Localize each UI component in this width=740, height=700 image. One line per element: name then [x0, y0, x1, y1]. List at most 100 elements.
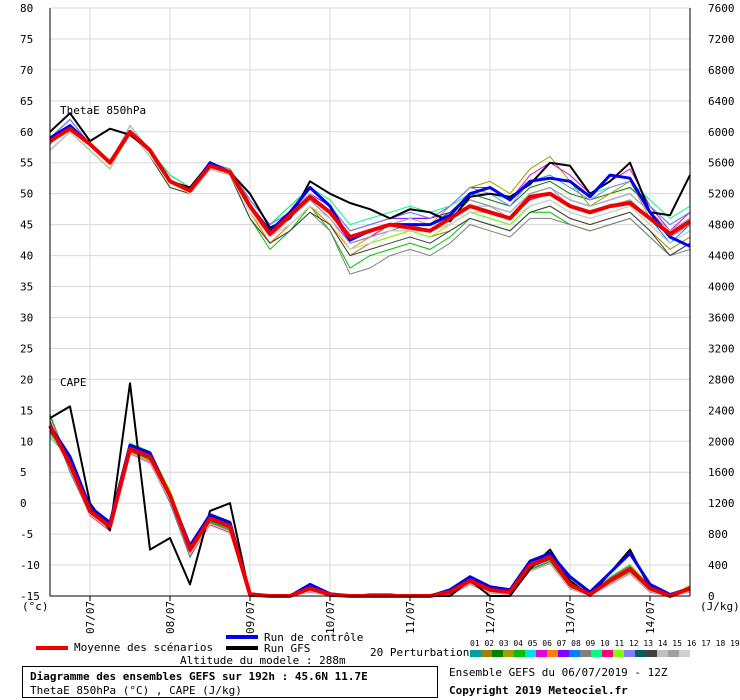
perturbation-swatch-12: [591, 650, 602, 657]
right-tick-label: 6400: [708, 95, 735, 108]
thetae-panel-label: ThetaE 850hPa: [60, 104, 146, 117]
ensemble-info: Ensemble GEFS du 06/07/2019 - 12Z: [449, 666, 668, 679]
x-tick-label: 07/07: [84, 601, 97, 634]
main-series-lines: [48, 112, 692, 598]
right-tick-label: 1200: [708, 497, 735, 510]
x-tick-label: 11/07: [404, 601, 417, 634]
plot-frame: [49, 8, 691, 597]
left-tick-label: 80: [20, 2, 33, 15]
left-tick-label: -10: [20, 559, 40, 572]
perturbation-numbers: 01 02 03 04 05 06 07 08 09 10 11 12 13 1…: [470, 639, 740, 648]
perturbation-swatch-16: [635, 650, 646, 657]
perturbation-line-18: [49, 417, 691, 597]
perturbation-swatch-10: [569, 650, 580, 657]
right-tick-label: 3600: [708, 311, 735, 324]
perturbation-line-20: [49, 130, 691, 250]
perturbation-line-19: [49, 124, 691, 244]
right-tick-label: 7200: [708, 33, 735, 46]
x-tick-label: 09/07: [244, 601, 257, 634]
perturbation-swatches: [470, 650, 690, 657]
perturbation-line-11: [49, 130, 691, 275]
perturbations-label: 20 Perturbations: [370, 646, 476, 659]
cape-panel-label: CAPE: [60, 376, 87, 389]
gfs-legend-label: Run GFS: [264, 642, 310, 655]
right-tick-label: 1600: [708, 466, 735, 479]
left-tick-label: 5: [20, 466, 27, 479]
x-tick-label: 12/07: [484, 601, 497, 634]
perturbation-line-8: [49, 419, 691, 597]
left-tick-label: 70: [20, 64, 33, 77]
right-tick-label: 5200: [708, 188, 735, 201]
mean-legend-label: Moyenne des scénarios: [74, 641, 213, 654]
perturbation-line-15: [49, 118, 691, 232]
perturbation-line-1: [49, 124, 691, 244]
right-tick-label: 400: [708, 559, 728, 572]
perturbation-swatch-2: [481, 650, 492, 657]
perturbation-line-6: [49, 124, 691, 238]
left-tick-label: 10: [20, 435, 33, 448]
right-tick-label: 2000: [708, 435, 735, 448]
right-tick-label: 2800: [708, 373, 735, 386]
perturbation-swatch-14: [613, 650, 624, 657]
left-tick-label: 75: [20, 33, 33, 46]
perturbation-line-4: [49, 124, 691, 238]
perturbation-swatch-20: [679, 650, 690, 657]
left-tick-label: 45: [20, 219, 33, 232]
left-tick-label: 55: [20, 157, 33, 170]
perturbation-swatch-11: [580, 650, 591, 657]
mean-line-thetae: [48, 126, 692, 239]
perturbation-swatch-17: [646, 650, 657, 657]
right-tick-label: 3200: [708, 342, 735, 355]
left-tick-label: 60: [20, 126, 33, 139]
control-line-thetae: [49, 124, 691, 248]
x-axis-date-ticks: 07/07 08/07 09/07 10/07 11/07 12/07 13/07 14/07: [84, 596, 657, 634]
perturbation-swatch-15: [624, 650, 635, 657]
perturbation-swatch-7: [536, 650, 547, 657]
perturbation-swatch-19: [668, 650, 679, 657]
left-axis-unit: (°c): [22, 600, 49, 613]
gfs-line-cape: [49, 382, 691, 597]
perturbation-line-3: [49, 118, 691, 232]
right-tick-label: 800: [708, 528, 728, 541]
perturbation-swatch-9: [558, 650, 569, 657]
perturbation-swatch-13: [602, 650, 613, 657]
left-tick-label: 50: [20, 188, 33, 201]
title-box: Diagramme des ensembles GEFS sur 192h : …: [22, 666, 438, 698]
x-tick-label: 08/07: [164, 601, 177, 634]
perturbation-swatch-5: [514, 650, 525, 657]
right-tick-label: 0: [708, 590, 715, 603]
right-tick-label: 6800: [708, 64, 735, 77]
right-tick-label: 4400: [708, 250, 735, 263]
left-tick-label: 40: [20, 250, 33, 263]
left-tick-label: -5: [20, 528, 33, 541]
left-tick-label: 65: [20, 95, 33, 108]
perturbation-line-10: [49, 124, 691, 244]
right-tick-label: 4800: [708, 219, 735, 232]
right-tick-label: 5600: [708, 157, 735, 170]
altitude-label: Altitude du modele : 288m: [180, 654, 346, 667]
perturbation-swatch-1: [470, 650, 481, 657]
right-tick-label: 4000: [708, 281, 735, 294]
perturbation-swatch-3: [492, 650, 503, 657]
left-tick-label: 20: [20, 373, 33, 386]
diagram-subtitle: ThetaE 850hPa (°C) , CAPE (J/kg): [30, 684, 242, 697]
right-tick-label: 7600: [708, 2, 735, 15]
perturbation-swatch-6: [525, 650, 536, 657]
left-tick-label: 15: [20, 404, 33, 417]
right-axis-ticks: 7600720068006400600056005200480044004000…: [708, 2, 735, 603]
perturbation-swatch-18: [657, 650, 668, 657]
right-tick-label: 6000: [708, 126, 735, 139]
perturbation-line-13: [49, 124, 691, 244]
perturbation-line-7: [49, 124, 691, 244]
x-tick-label: 14/07: [644, 601, 657, 634]
perturbation-swatch-4: [503, 650, 514, 657]
perturbation-line-13: [49, 416, 691, 597]
control-legend-label: Run de contrôle: [264, 631, 363, 644]
right-axis-unit: (J/kg): [700, 600, 740, 613]
perturbation-swatch-8: [547, 650, 558, 657]
x-tick-label: 10/07: [324, 601, 337, 634]
perturbation-line-1: [49, 417, 691, 597]
left-tick-label: 35: [20, 281, 33, 294]
